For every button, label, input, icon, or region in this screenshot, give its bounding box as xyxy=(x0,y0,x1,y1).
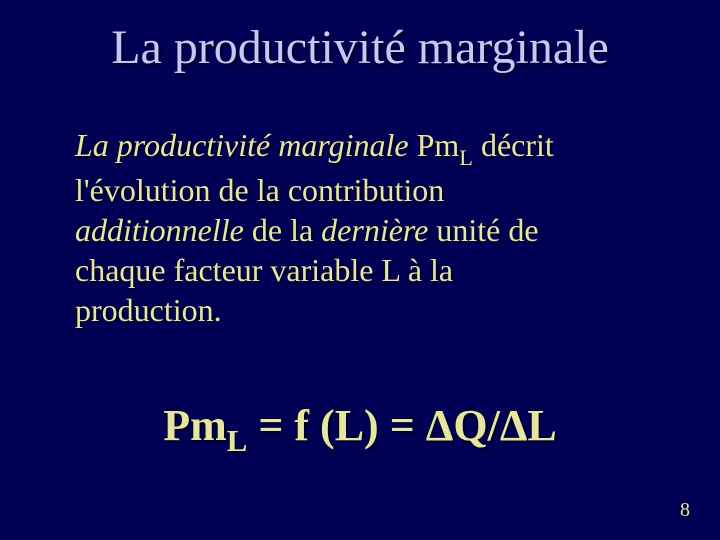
equation: PmL = f (L) = ΔQ/ΔL xyxy=(0,400,720,458)
eq-part-6-delta: Δ xyxy=(500,401,528,450)
slide: La productivité marginale La productivit… xyxy=(0,0,720,540)
eq-part-5: Q/ xyxy=(453,401,499,450)
body-span-5: additionnelle xyxy=(75,212,244,248)
page-number: 8 xyxy=(680,499,690,522)
eq-part-1: Pm xyxy=(163,401,227,450)
eq-part-7: L xyxy=(527,401,556,450)
body-span-6: de la xyxy=(244,212,321,248)
slide-title: La productivité marginale xyxy=(55,20,665,75)
body-span-7: dernière xyxy=(321,212,428,248)
eq-part-4-delta: Δ xyxy=(426,401,454,450)
body-span-1: La productivité marginale xyxy=(75,127,409,163)
eq-part-3: = f (L) = xyxy=(247,401,425,450)
body-span-2: Pm xyxy=(409,127,460,163)
slide-body-text: La productivité marginale PmL décrit l'é… xyxy=(75,125,600,330)
eq-part-2-sub: L xyxy=(227,424,248,458)
body-span-3-sub: L xyxy=(459,145,473,170)
